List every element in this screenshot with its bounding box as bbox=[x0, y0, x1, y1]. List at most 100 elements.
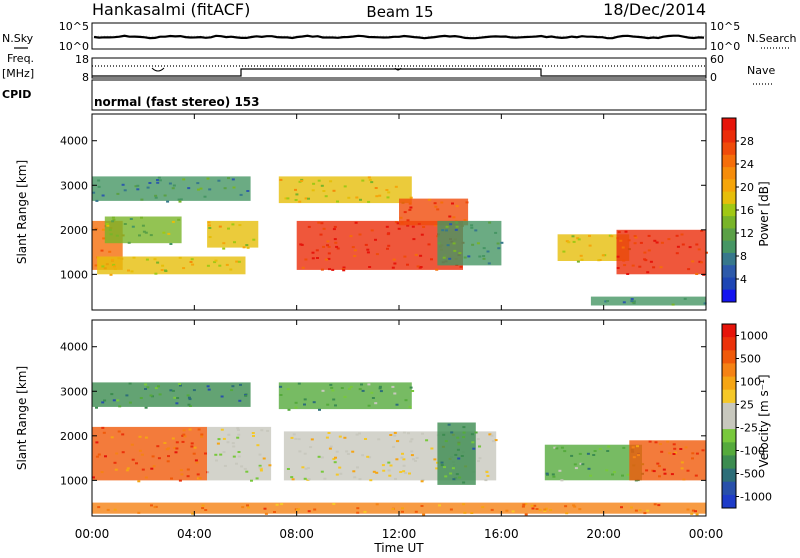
echo-cell bbox=[616, 267, 620, 269]
echo-cell bbox=[630, 298, 634, 300]
echo-cell bbox=[659, 266, 663, 269]
echo-region bbox=[437, 422, 476, 485]
colorbar-swatch bbox=[722, 252, 736, 266]
echo-cell bbox=[113, 265, 116, 268]
echo-cell bbox=[136, 188, 140, 191]
echo-cell bbox=[368, 266, 372, 268]
echo-cell bbox=[564, 505, 568, 508]
echo-cell bbox=[180, 473, 184, 476]
echo-cell bbox=[388, 474, 392, 477]
echo-cell bbox=[214, 453, 218, 456]
echo-cell bbox=[652, 266, 656, 269]
echo-cell bbox=[108, 228, 112, 231]
echo-cell bbox=[361, 454, 365, 457]
echo-cell bbox=[673, 447, 677, 450]
echo-cell bbox=[310, 438, 314, 441]
echo-cell bbox=[646, 509, 650, 512]
echo-cell bbox=[256, 444, 260, 447]
echo-cell bbox=[153, 506, 157, 509]
echo-cell bbox=[304, 258, 308, 261]
echo-cell bbox=[208, 227, 212, 229]
echo-cell bbox=[109, 273, 113, 276]
echo-cell bbox=[121, 451, 125, 454]
echo-cell bbox=[215, 459, 218, 462]
echo-cell bbox=[412, 238, 416, 241]
echo-cell bbox=[177, 218, 181, 221]
echo-cell bbox=[374, 238, 377, 241]
echo-cell bbox=[680, 233, 684, 236]
echo-cell bbox=[533, 504, 537, 507]
echo-cell bbox=[549, 509, 553, 511]
echo-cell bbox=[197, 477, 200, 480]
echo-cell bbox=[371, 397, 375, 399]
x-tick-label: 08:00 bbox=[279, 527, 314, 541]
echo-cell bbox=[229, 268, 233, 271]
echo-cell bbox=[385, 225, 389, 228]
echo-cell bbox=[420, 505, 424, 507]
echo-cell bbox=[338, 435, 342, 438]
echo-cell bbox=[691, 457, 694, 460]
echo-cell bbox=[402, 458, 406, 461]
echo-cell bbox=[366, 251, 370, 254]
echo-cell bbox=[307, 225, 311, 228]
echo-cell bbox=[245, 244, 249, 247]
echo-cell bbox=[347, 196, 351, 199]
echo-cell bbox=[434, 205, 438, 208]
echo-cell bbox=[112, 218, 116, 221]
echo-cell bbox=[484, 479, 488, 482]
echo-cell bbox=[286, 197, 290, 200]
echo-cell bbox=[379, 390, 383, 393]
echo-cell bbox=[368, 456, 372, 459]
echo-cell bbox=[576, 260, 580, 263]
echo-cell bbox=[298, 450, 302, 453]
echo-cell bbox=[294, 437, 298, 440]
colorbar-swatch bbox=[722, 240, 736, 254]
echo-cell bbox=[231, 178, 235, 181]
echo-cell bbox=[206, 177, 210, 180]
echo-cell bbox=[374, 402, 378, 405]
echo-cell bbox=[188, 428, 192, 431]
echo-cell bbox=[462, 436, 466, 439]
echo-cell bbox=[187, 187, 191, 190]
echo-cell bbox=[684, 446, 688, 449]
echo-cell bbox=[422, 513, 426, 516]
freq-step-line bbox=[92, 68, 706, 77]
echo-cell bbox=[462, 431, 466, 434]
echo-cell bbox=[131, 458, 135, 461]
echo-cell bbox=[592, 454, 596, 456]
echo-region bbox=[278, 176, 412, 204]
echo-cell bbox=[361, 389, 365, 392]
echo-cell bbox=[363, 510, 367, 513]
nave-label: Nave bbox=[747, 64, 775, 77]
echo-region bbox=[590, 296, 706, 306]
echo-cell bbox=[369, 479, 373, 482]
echo-cell bbox=[190, 442, 194, 445]
echo-cell bbox=[166, 460, 170, 463]
echo-cell bbox=[660, 450, 664, 453]
echo-cell bbox=[303, 403, 306, 406]
echo-cell bbox=[367, 200, 371, 203]
echo-cell bbox=[95, 406, 98, 409]
echo-cell bbox=[488, 221, 492, 224]
echo-cell bbox=[639, 241, 643, 244]
x-tick-label: 16:00 bbox=[484, 527, 519, 541]
freq-left-tick-bottom: 8 bbox=[82, 71, 89, 84]
echo-cell bbox=[320, 456, 324, 459]
echo-cell bbox=[304, 197, 308, 200]
echo-cell bbox=[230, 389, 234, 392]
echo-cell bbox=[675, 252, 679, 255]
echo-cell bbox=[471, 441, 475, 444]
echo-cell bbox=[223, 464, 227, 467]
echo-cell bbox=[217, 179, 221, 182]
echo-cell bbox=[399, 471, 403, 473]
echo-cell bbox=[680, 467, 684, 470]
echo-cell bbox=[463, 511, 467, 514]
echo-cell bbox=[186, 394, 190, 397]
echo-cell bbox=[530, 504, 534, 507]
echo-region bbox=[437, 220, 502, 266]
echo-cell bbox=[222, 247, 226, 250]
echo-cell bbox=[153, 258, 157, 261]
echo-cell bbox=[695, 273, 699, 275]
echo-cell bbox=[334, 241, 338, 244]
echo-cell bbox=[331, 268, 335, 271]
